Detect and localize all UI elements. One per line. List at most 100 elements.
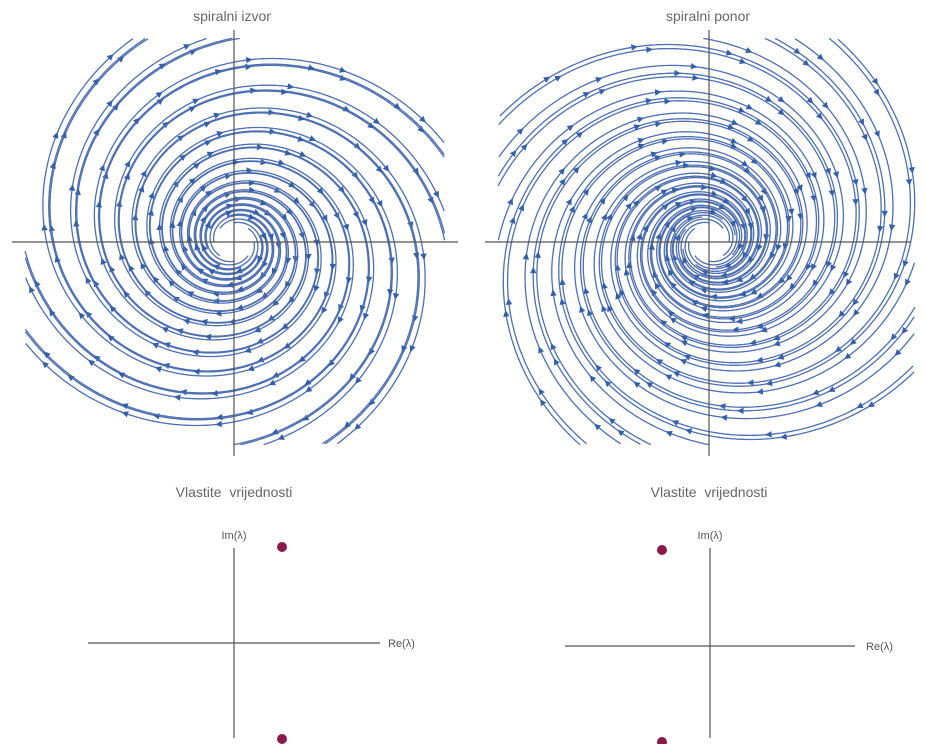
- flow-arrow: [393, 102, 401, 110]
- flow-arrow: [598, 89, 606, 95]
- flow-arrow: [674, 202, 682, 208]
- flow-arrow: [204, 333, 212, 341]
- flow-arrow: [745, 47, 753, 53]
- flow-arrow: [328, 359, 335, 367]
- flow-arrow: [773, 340, 781, 347]
- flow-arrow: [719, 177, 727, 184]
- flow-arrow: [329, 263, 336, 271]
- flow-arrow: [188, 177, 196, 185]
- flow-arrow: [631, 44, 638, 51]
- flow-arrow: [163, 244, 170, 253]
- flow-arrow: [297, 135, 305, 142]
- flow-arrow: [871, 77, 878, 85]
- flow-arrow: [308, 200, 316, 208]
- flow-arrow: [132, 213, 139, 221]
- flow-arrow: [68, 184, 76, 191]
- flow-arrow: [507, 198, 513, 206]
- flow-arrow: [829, 288, 836, 296]
- streamline: [25, 143, 375, 427]
- flow-arrow: [255, 287, 264, 294]
- flow-arrow: [661, 138, 669, 145]
- flow-arrow: [691, 300, 699, 307]
- flow-arrow: [789, 282, 796, 290]
- flow-arrow: [285, 257, 292, 265]
- flow-arrow: [78, 312, 86, 320]
- flow-arrow: [247, 365, 255, 372]
- flow-arrow: [750, 288, 758, 295]
- flow-arrow: [664, 98, 671, 105]
- flow-arrow: [351, 171, 359, 179]
- flow-arrow: [756, 244, 763, 252]
- flow-arrow: [656, 359, 664, 366]
- flow-arrow: [156, 223, 163, 230]
- flow-arrow: [720, 414, 728, 421]
- flow-arrow: [802, 59, 810, 66]
- flow-arrow: [271, 428, 279, 435]
- sink-re-label: Re(λ): [866, 641, 893, 653]
- flow-arrow: [559, 278, 566, 286]
- flow-arrow: [683, 162, 690, 169]
- flow-arrow: [354, 423, 362, 430]
- flow-arrow: [352, 211, 359, 219]
- flow-arrow: [632, 200, 640, 207]
- flow-arrow: [901, 326, 909, 334]
- flow-arrow: [587, 309, 594, 317]
- flow-arrow: [566, 124, 574, 132]
- flow-arrow: [433, 190, 439, 198]
- flow-arrow: [534, 251, 541, 259]
- flow-arrow: [701, 269, 709, 276]
- streamline: [558, 135, 915, 441]
- flow-arrow: [191, 349, 199, 356]
- flow-arrow: [665, 431, 673, 437]
- flow-arrow: [349, 373, 356, 381]
- flow-arrow: [211, 390, 218, 397]
- source-eigenvalues: [277, 542, 287, 744]
- flow-arrow: [756, 356, 764, 363]
- flow-arrow: [788, 208, 795, 216]
- flow-arrow: [417, 125, 425, 133]
- streamline: [24, 147, 370, 420]
- flow-arrow: [503, 310, 510, 318]
- flow-arrow: [824, 167, 831, 175]
- flow-arrow: [785, 215, 792, 223]
- flow-arrow: [148, 191, 155, 200]
- flow-arrow: [838, 310, 846, 318]
- flow-arrow: [679, 359, 688, 365]
- flow-arrow: [543, 76, 551, 83]
- flow-arrow: [98, 164, 105, 172]
- flow-arrow: [793, 47, 801, 54]
- flow-arrow: [806, 96, 814, 104]
- flow-arrow: [140, 262, 147, 270]
- flow-arrow: [281, 88, 288, 95]
- flow-arrow: [204, 190, 213, 197]
- flow-arrow: [667, 310, 675, 318]
- flow-arrow: [288, 181, 296, 188]
- flow-arrow: [648, 243, 655, 250]
- flow-arrow: [730, 142, 738, 149]
- streamline: [624, 37, 867, 353]
- flow-arrow: [147, 209, 154, 216]
- flow-arrow: [522, 252, 530, 260]
- flow-arrow: [106, 100, 113, 108]
- flow-arrow: [269, 128, 277, 135]
- flow-arrow: [85, 276, 92, 284]
- flow-arrow: [741, 195, 748, 203]
- flow-arrow: [345, 277, 352, 284]
- flow-arrow: [765, 379, 773, 387]
- flow-arrow: [754, 118, 762, 125]
- flow-arrow: [608, 418, 616, 425]
- eigenvalue-point: [657, 737, 667, 744]
- flow-arrow: [741, 160, 749, 167]
- flow-arrow: [54, 255, 61, 263]
- flow-arrow: [280, 213, 288, 221]
- flow-arrow: [256, 143, 264, 151]
- flow-arrow: [41, 223, 48, 231]
- flow-arrow: [353, 142, 361, 149]
- flow-arrow: [387, 288, 394, 296]
- flow-arrow: [226, 281, 234, 288]
- flow-arrow: [382, 164, 390, 172]
- flow-arrow: [722, 197, 730, 204]
- flow-arrow: [155, 91, 163, 99]
- flow-arrow: [821, 101, 829, 109]
- flow-arrow: [292, 197, 300, 204]
